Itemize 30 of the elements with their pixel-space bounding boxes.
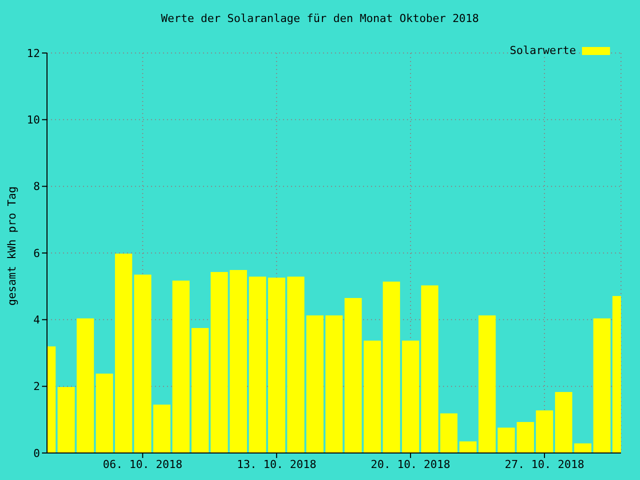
y-tick-label: 2 bbox=[33, 380, 40, 394]
y-tick-label: 6 bbox=[33, 246, 40, 260]
y-tick-label: 8 bbox=[33, 180, 40, 194]
y-tick-label: 0 bbox=[33, 446, 40, 460]
bar bbox=[172, 280, 190, 453]
x-tick-label: 27. 10. 2018 bbox=[504, 458, 584, 471]
chart-title: Werte der Solaranlage für den Monat Oktober 2018 bbox=[160, 12, 480, 25]
bar bbox=[478, 315, 496, 453]
bar bbox=[306, 315, 324, 453]
bar bbox=[516, 422, 534, 453]
bar bbox=[325, 315, 343, 453]
y-tick-label: 10 bbox=[26, 114, 40, 127]
bar bbox=[248, 276, 266, 453]
bar bbox=[536, 410, 554, 453]
x-tick-label: 13. 10. 2018 bbox=[236, 458, 316, 471]
bar bbox=[114, 254, 132, 453]
bar bbox=[498, 428, 515, 453]
bar bbox=[230, 270, 247, 453]
bar bbox=[192, 328, 209, 453]
bar bbox=[402, 340, 420, 453]
y-tick-label: 4 bbox=[33, 314, 40, 327]
bar bbox=[459, 441, 477, 453]
bar bbox=[210, 272, 228, 453]
bar bbox=[96, 374, 114, 453]
x-tick-label: 06. 10. 2018 bbox=[102, 458, 182, 471]
y-axis-title: gesamt kWh pro Tag bbox=[6, 186, 18, 306]
x-tick-label: 20. 10. 2018 bbox=[370, 458, 450, 471]
bar bbox=[382, 282, 400, 453]
legend-label: Solarwerte bbox=[510, 44, 576, 57]
y-tick-label: 12 bbox=[26, 46, 40, 60]
